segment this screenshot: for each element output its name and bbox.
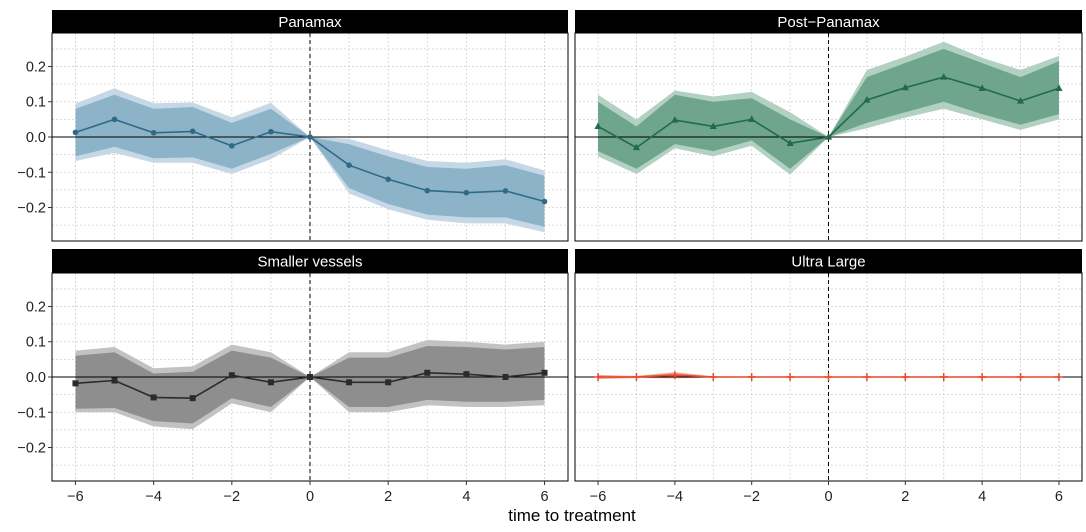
data-point <box>786 139 794 146</box>
y-tick-label: −0.1 <box>17 165 46 181</box>
data-point <box>502 188 509 194</box>
x-tick-label: 6 <box>541 489 549 505</box>
data-point <box>978 373 987 381</box>
data-point <box>1055 84 1063 91</box>
data-point <box>901 83 909 91</box>
data-point <box>671 116 679 123</box>
data-point <box>189 128 196 135</box>
panel-strip <box>52 10 568 33</box>
data-point <box>901 373 910 381</box>
data-point <box>632 143 641 151</box>
panel-title: Post−Panamax <box>777 14 880 31</box>
y-tick-label: 0.2 <box>26 59 46 75</box>
data-point <box>385 176 391 183</box>
x-tick-label: −2 <box>743 489 760 505</box>
y-tick-label: −0.2 <box>17 201 46 217</box>
x-tick-label: −6 <box>67 489 84 505</box>
x-tick-label: −4 <box>667 489 684 505</box>
data-point <box>307 374 313 380</box>
panel-panamax: Panamax −0.2 −0.1 0.0 0.1 0.2 <box>17 10 569 242</box>
x-tick-label: −2 <box>224 489 241 505</box>
data-point <box>786 373 795 381</box>
data-point <box>1016 97 1025 104</box>
data-point <box>594 373 603 381</box>
data-point <box>307 134 313 140</box>
panel-smaller-vessels: Smaller vessels −0.2 −0.1 0.0 0.1 0.2 −6 −4 −2 0 2… <box>17 249 569 505</box>
y-tick-label: −0.1 <box>17 405 46 421</box>
data-point <box>72 129 79 136</box>
data-point <box>463 189 470 196</box>
data-point <box>346 162 352 169</box>
ci90-band <box>75 94 545 227</box>
data-point <box>824 133 833 140</box>
x-tick-label: 4 <box>462 489 470 505</box>
data-point <box>228 372 235 379</box>
ci90-band <box>75 346 545 424</box>
panel-title: Smaller vessels <box>257 254 362 271</box>
data-point <box>541 198 548 205</box>
data-point <box>863 95 871 103</box>
data-point <box>939 373 948 381</box>
data-point <box>747 373 756 381</box>
data-point <box>541 369 548 376</box>
data-point <box>111 116 118 123</box>
data-point <box>150 394 157 401</box>
x-tick-label: 2 <box>901 489 909 505</box>
panel-post-panamax: Post−Panamax <box>574 10 1083 242</box>
data-point <box>824 373 833 381</box>
x-tick-label: 2 <box>384 489 392 505</box>
y-tick-label: 0.0 <box>26 130 46 146</box>
x-tick-label: 4 <box>978 489 986 505</box>
x-tick-label: 6 <box>1055 489 1063 505</box>
y-tick-label: 0.1 <box>26 95 46 111</box>
data-point <box>268 128 274 135</box>
data-point <box>111 377 118 384</box>
data-point <box>709 373 718 381</box>
panel-title: Panamax <box>278 14 342 31</box>
panel-ultra-large: Ultra Large −6 −4 −2 0 2 4 6 <box>574 249 1083 505</box>
data-point <box>267 379 274 386</box>
data-point <box>978 84 986 91</box>
data-point <box>346 379 353 386</box>
data-point <box>424 187 431 194</box>
x-tick-label: 0 <box>824 489 832 505</box>
panels-layer: Panamax −0.2 −0.1 0.0 0.1 0.2 Post−Panamax Smal… <box>17 10 1083 505</box>
panel-strip <box>575 249 1082 273</box>
x-tick-label: −4 <box>145 489 162 505</box>
data-point <box>150 129 157 136</box>
x-axis-label: time to treatment <box>508 506 636 525</box>
panel-title: Ultra Large <box>791 254 865 271</box>
data-point <box>463 371 470 378</box>
data-point <box>1016 373 1025 381</box>
data-point <box>594 122 602 130</box>
x-tick-label: −6 <box>590 489 607 505</box>
y-tick-label: 0.0 <box>26 370 46 386</box>
data-point <box>632 373 641 381</box>
x-tick-label: 0 <box>306 489 314 505</box>
data-point <box>670 371 679 380</box>
data-point <box>189 395 196 402</box>
y-tick-label: −0.2 <box>17 441 46 457</box>
data-point <box>424 369 431 376</box>
data-point <box>862 373 871 381</box>
panel-border <box>574 32 1083 242</box>
data-point <box>940 73 948 80</box>
data-point <box>229 143 235 149</box>
panel-strip <box>52 249 568 273</box>
data-point <box>72 380 79 387</box>
data-point <box>502 374 509 380</box>
panel-strip <box>575 10 1082 33</box>
data-point <box>709 122 717 130</box>
y-tick-label: 0.1 <box>26 335 46 351</box>
data-point <box>385 379 392 386</box>
data-point <box>748 115 756 122</box>
y-tick-label: 0.2 <box>26 299 46 315</box>
data-point <box>1054 373 1063 381</box>
